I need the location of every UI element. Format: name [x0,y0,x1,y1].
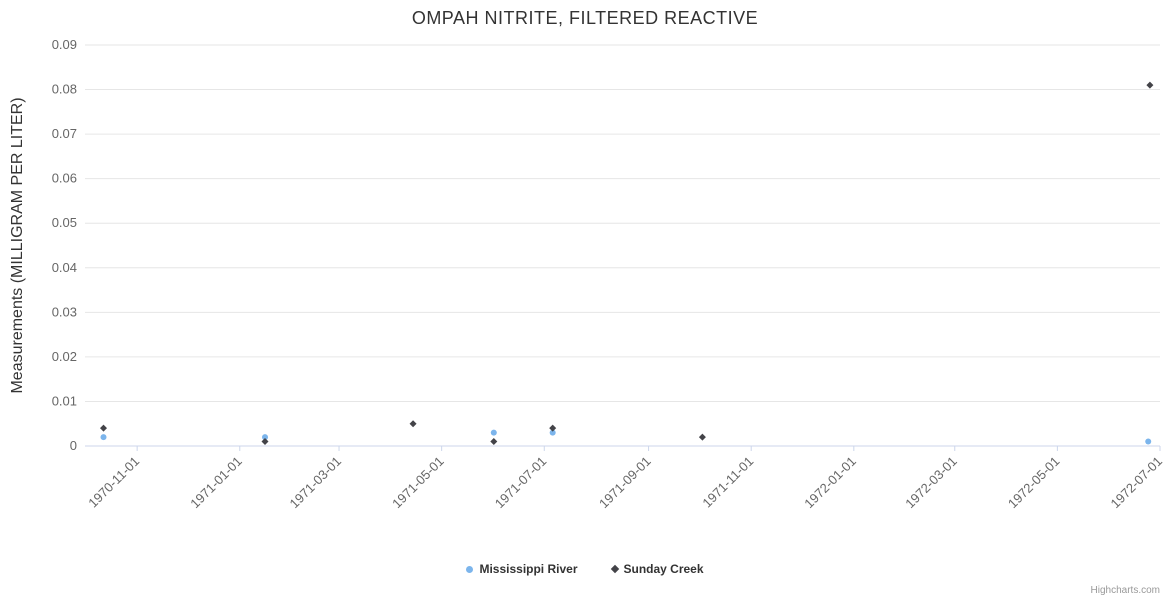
x-tick-label: 1971-05-01 [389,454,447,512]
data-point-mississippi-river[interactable] [1145,438,1152,445]
data-point-sunday-creek[interactable] [490,438,498,446]
y-tick-label: 0.09 [52,37,77,52]
x-tick-label: 1972-01-01 [801,454,859,512]
y-tick-label: 0.02 [52,349,77,364]
data-point-mississippi-river[interactable] [100,434,107,441]
legend: Mississippi River Sunday Creek [0,562,1170,576]
data-point-mississippi-river[interactable] [549,429,556,436]
x-tick-label: 1972-05-01 [1005,454,1063,512]
y-tick-label: 0.07 [52,126,77,141]
x-tick-label: 1971-03-01 [287,454,345,512]
y-tick-label: 0.05 [52,215,77,230]
x-tick-label: 1971-11-01 [699,454,756,511]
chart-title: OMPAH NITRITE, FILTERED REACTIVE [411,8,759,28]
highcharts-credit[interactable]: Highcharts.com [1090,585,1160,596]
x-tick-label: 1971-07-01 [492,454,550,512]
circle-marker-icon [466,565,474,573]
data-point-sunday-creek[interactable] [409,420,417,428]
legend-label: Sunday Creek [623,562,704,576]
diamond-marker-icon [610,564,619,574]
data-point-sunday-creek[interactable] [261,438,269,446]
data-point-sunday-creek[interactable] [698,433,706,441]
y-tick-label: 0 [70,438,77,453]
legend-label: Mississippi River [479,562,578,576]
data-point-mississippi-river[interactable] [262,434,269,441]
y-tick-label: 0.01 [52,393,77,408]
x-tick-label: 1972-07-01 [1107,454,1165,512]
x-tick-label: 1971-09-01 [596,454,654,512]
data-point-sunday-creek[interactable] [100,424,108,432]
x-tick-label: 1970-11-01 [85,454,142,511]
x-tick-label: 1972-03-01 [902,454,960,512]
y-tick-label: 0.03 [52,304,77,319]
legend-item-sunday-creek[interactable]: Sunday Creek [610,562,704,576]
x-tick-label: 1971-01-01 [187,454,245,512]
y-tick-label: 0.06 [52,171,77,186]
data-point-mississippi-river[interactable] [490,429,497,436]
y-tick-label: 0.04 [52,260,77,275]
data-point-sunday-creek[interactable] [1146,81,1154,89]
legend-item-mississippi-river[interactable]: Mississippi River [466,562,578,576]
y-axis-title: Measurements (MILLIGRAM PER LITER) [9,97,26,393]
data-point-sunday-creek[interactable] [549,424,557,432]
y-tick-label: 0.08 [52,82,77,97]
